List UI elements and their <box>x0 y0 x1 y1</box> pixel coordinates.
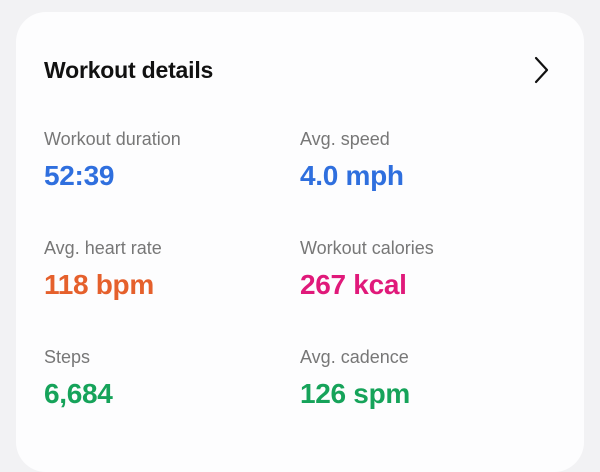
card-title: Workout details <box>44 56 214 83</box>
stat-label: Avg. cadence <box>300 347 409 367</box>
stat-steps: Steps 6,684 <box>44 344 300 453</box>
stats-grid: Workout duration 52:39 Avg. speed 4.0 mp… <box>44 126 564 453</box>
stat-value: 118 bpm <box>44 269 154 300</box>
stat-label: Avg. heart rate <box>44 238 162 258</box>
stat-workout-duration: Workout duration 52:39 <box>44 126 300 235</box>
workout-details-card: Workout details Workout duration 52:39 A… <box>16 12 584 472</box>
stat-value: 52:39 <box>44 160 115 191</box>
stat-workout-calories: Workout calories 267 kcal <box>300 235 556 344</box>
stat-label: Workout duration <box>44 129 181 149</box>
stat-value: 126 spm <box>300 378 410 409</box>
stat-value: 4.0 mph <box>300 160 404 191</box>
stat-avg-speed: Avg. speed 4.0 mph <box>300 126 556 235</box>
stat-value: 267 kcal <box>300 269 407 300</box>
stat-avg-cadence: Avg. cadence 126 spm <box>300 344 556 453</box>
stat-avg-heart-rate: Avg. heart rate 118 bpm <box>44 235 300 344</box>
stat-label: Steps <box>44 347 91 367</box>
stat-label: Avg. speed <box>300 129 390 149</box>
card-header: Workout details <box>44 52 556 88</box>
stat-value: 6,684 <box>44 378 113 409</box>
chevron-right-icon[interactable] <box>526 52 556 88</box>
stat-label: Workout calories <box>300 238 434 258</box>
